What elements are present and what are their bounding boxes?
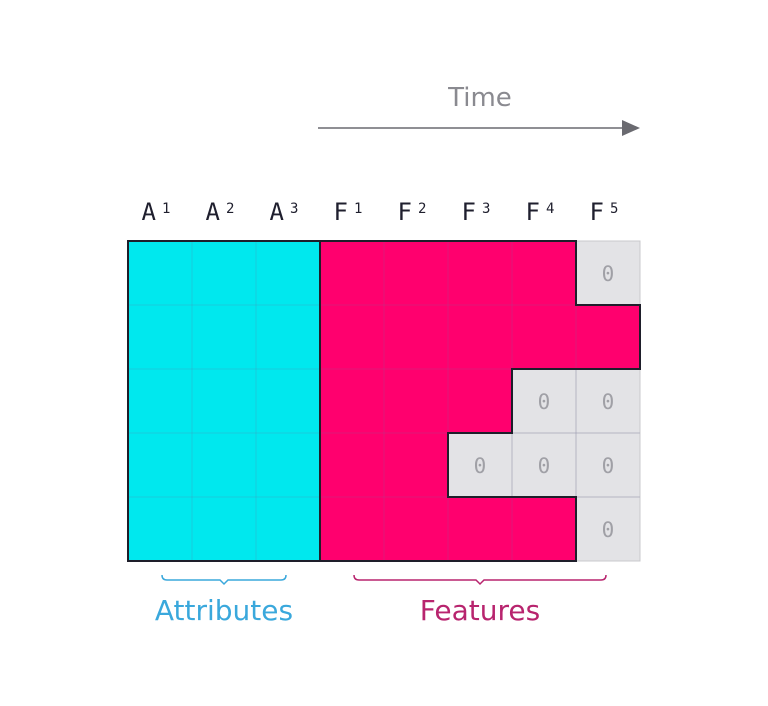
feature-cell <box>512 305 576 369</box>
features-label: Features <box>420 594 540 627</box>
feature-cell <box>384 305 448 369</box>
features-brace <box>353 574 607 586</box>
padding-zero-label: 0 <box>602 390 615 414</box>
padding-zero-label: 0 <box>538 390 551 414</box>
padding-cell <box>575 432 641 498</box>
feature-cell <box>320 305 384 369</box>
time-arrow <box>318 120 640 136</box>
padding-cell <box>511 368 577 434</box>
feature-cell <box>512 241 576 305</box>
attributes-block <box>128 241 320 561</box>
group-braces <box>161 574 607 586</box>
data-grid: 0 0 0 0 0 0 0 <box>127 240 641 562</box>
features-outline <box>319 240 641 562</box>
padding-zero-label: 0 <box>538 454 551 478</box>
time-label: Time <box>447 83 512 113</box>
feature-cell <box>384 369 448 433</box>
feature-cell <box>448 369 512 433</box>
feature-cell <box>320 497 384 561</box>
feature-cell <box>320 433 384 497</box>
padding-zero-label: 0 <box>602 454 615 478</box>
feature-cell <box>576 305 640 369</box>
padding-zero-label: 0 <box>602 262 615 286</box>
feature-cell <box>448 305 512 369</box>
feature-cell <box>384 241 448 305</box>
feature-cell <box>320 241 384 305</box>
attributes-brace <box>161 574 287 586</box>
feature-cell <box>448 241 512 305</box>
feature-cell <box>320 369 384 433</box>
feature-cell <box>512 497 576 561</box>
padding-zero-label: 0 <box>602 518 615 542</box>
padding-zero-label: 0 <box>474 454 487 478</box>
attributes-label: Attributes <box>155 594 293 627</box>
feature-cell <box>384 497 448 561</box>
feature-cell <box>384 433 448 497</box>
feature-cell <box>448 497 512 561</box>
padding-cell <box>575 496 641 562</box>
